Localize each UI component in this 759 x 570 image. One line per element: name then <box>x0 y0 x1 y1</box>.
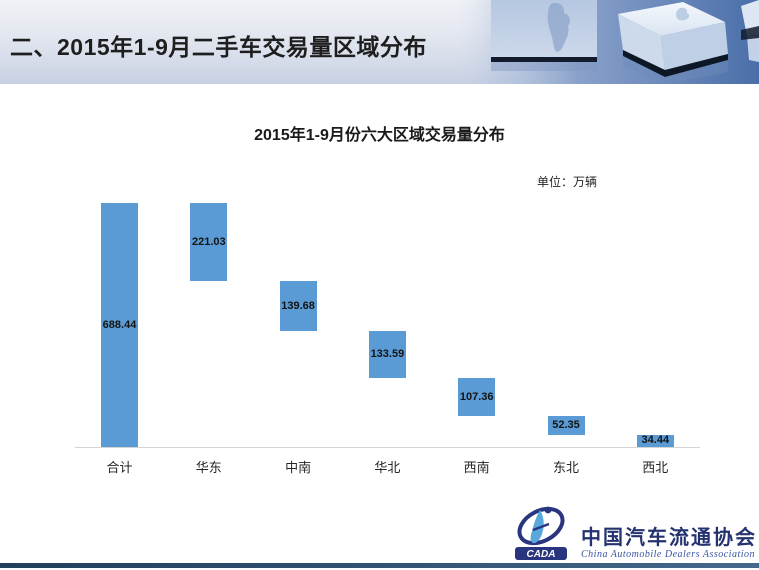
bar-value-label: 107.36 <box>459 390 494 403</box>
category-label: 西北 <box>642 460 669 475</box>
waterfall-bar: 34.44 <box>636 434 674 447</box>
category-label: 东北 <box>552 460 579 475</box>
bar-value-label: 688.44 <box>102 318 137 331</box>
waterfall-bar: 107.36 <box>458 378 496 417</box>
category-label: 合计 <box>106 460 133 475</box>
bar-value-label: 133.59 <box>370 348 405 361</box>
chart-title: 2015年1-9月份六大区域交易量分布 <box>254 127 505 144</box>
bar-value-label: 34.44 <box>641 434 670 447</box>
cada-acronym: CADA <box>527 549 556 560</box>
waterfall-bar: 688.44 <box>101 203 138 447</box>
waterfall-bar: 133.59 <box>368 330 406 379</box>
waterfall-bar: 221.03 <box>190 203 228 282</box>
bottom-accent-bar <box>0 563 759 568</box>
category-label: 华北 <box>374 460 401 475</box>
x-axis-line <box>75 447 700 448</box>
bar-value-label: 139.68 <box>281 299 315 312</box>
waterfall-bar: 52.35 <box>547 416 585 435</box>
bar-value-label: 52.35 <box>552 419 580 432</box>
unit-label: 单位：万辆 <box>537 175 598 189</box>
waterfall-bar: 139.68 <box>279 281 317 331</box>
header-cubes-image <box>455 0 759 84</box>
category-label: 中南 <box>285 460 312 475</box>
footer-logo: CADA 中国汽车流通协会 China Automobile Dealers A… <box>513 502 757 562</box>
bar-value-label: 221.03 <box>191 235 226 248</box>
header-title: 二、2015年1-9月二手车交易量区域分布 <box>10 34 427 60</box>
category-label: 华东 <box>195 460 222 475</box>
org-text: 中国汽车流通协会 China Automobile Dealers Associ… <box>581 527 757 562</box>
cada-emblem-icon: CADA <box>515 506 567 560</box>
org-name-en: China Automobile Dealers Association <box>581 549 756 560</box>
slide-header: 二、2015年1-9月二手车交易量区域分布 <box>0 0 759 84</box>
category-label: 西南 <box>463 460 490 475</box>
plot-area: 688.44 合计 221.03 华东 139.68 中南 133.59 华北 107.36 西南… <box>75 203 700 475</box>
org-name-cn: 中国汽车流通协会 <box>581 527 757 549</box>
